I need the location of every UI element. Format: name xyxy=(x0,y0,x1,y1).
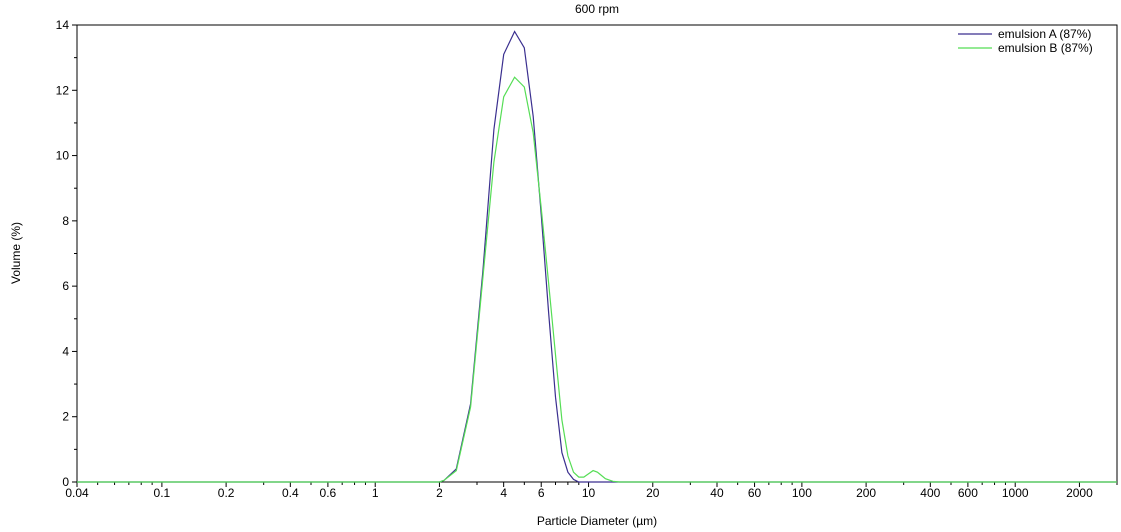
x-tick-label: 0.4 xyxy=(282,486,299,500)
y-tick-label: 6 xyxy=(62,279,69,293)
x-tick-label: 2 xyxy=(436,486,443,500)
x-tick-label: 6 xyxy=(538,486,545,500)
x-tick-label: 40 xyxy=(710,486,724,500)
x-tick-label: 0.6 xyxy=(320,486,337,500)
plot-frame xyxy=(77,25,1117,482)
series-line-emulsion-b xyxy=(77,77,1117,482)
legend-label: emulsion B (87%) xyxy=(998,41,1093,55)
y-tick-label: 10 xyxy=(56,149,70,163)
x-axis: 0.04 0.1 0.2 0.4 0.6 1 2 4 6 10 20 40 60 100 200 400 600… xyxy=(65,482,1117,500)
series-layer xyxy=(77,32,1117,483)
chart-title: 600 rpm xyxy=(575,2,619,16)
x-axis-label: Particle Diameter (µm) xyxy=(537,514,657,528)
x-tick-label: 600 xyxy=(958,486,978,500)
y-tick-label: 2 xyxy=(62,410,69,424)
x-tick-label: 0.2 xyxy=(218,486,235,500)
y-tick-label: 14 xyxy=(56,18,70,32)
x-tick-label: 100 xyxy=(792,486,812,500)
y-tick-label: 12 xyxy=(56,83,70,97)
y-tick-label: 4 xyxy=(62,344,69,358)
x-tick-label: 0.1 xyxy=(154,486,171,500)
x-tick-label: 200 xyxy=(856,486,876,500)
x-tick-label: 60 xyxy=(748,486,762,500)
x-tick-label: 2000 xyxy=(1066,486,1093,500)
y-axis-label: Volume (%) xyxy=(9,222,23,284)
series-line-emulsion-a xyxy=(77,32,1117,483)
y-tick-label: 0 xyxy=(62,475,69,489)
y-axis: 0 2 4 6 8 10 12 14 xyxy=(56,18,77,489)
legend: emulsion A (87%)emulsion B (87%) xyxy=(958,27,1093,55)
x-tick-label: 20 xyxy=(646,486,660,500)
x-tick-label: 400 xyxy=(920,486,940,500)
x-tick-label: 10 xyxy=(582,486,596,500)
x-tick-label: 1000 xyxy=(1002,486,1029,500)
x-tick-label: 1 xyxy=(372,486,379,500)
legend-label: emulsion A (87%) xyxy=(998,27,1091,41)
y-tick-label: 8 xyxy=(62,214,69,228)
x-tick-label: 4 xyxy=(500,486,507,500)
